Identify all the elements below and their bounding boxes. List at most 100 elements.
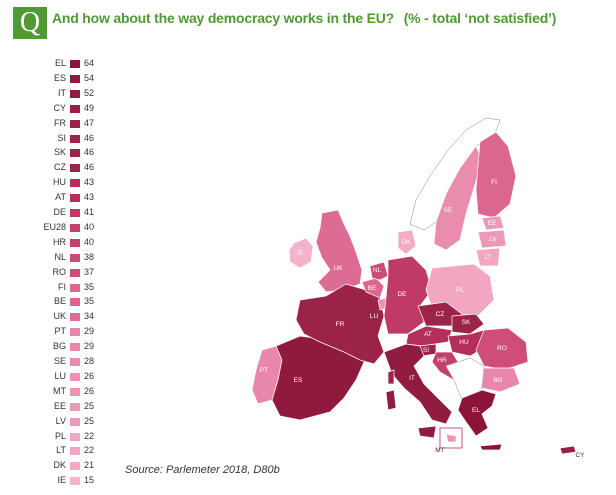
- legend-code: HU: [53, 177, 66, 188]
- legend-swatch: [70, 209, 80, 217]
- legend-code: NL: [54, 251, 66, 262]
- country-sk: [451, 313, 485, 335]
- legend-swatch: [70, 134, 80, 143]
- legend-code: RO: [52, 266, 67, 277]
- legend-swatch: [70, 387, 80, 396]
- legend-swatch: [70, 432, 80, 441]
- country-label-se: SE: [444, 207, 453, 214]
- legend-row-nl: NL 38: [30, 251, 120, 265]
- legend-swatch: [70, 194, 80, 203]
- legend-code: SK: [53, 147, 66, 158]
- legend-swatch: [70, 313, 80, 322]
- legend-value: 47: [84, 117, 95, 128]
- country-el: [457, 389, 497, 437]
- legend-row-cz: CZ 46: [30, 161, 120, 175]
- country-ee: [481, 215, 505, 231]
- legend-row-si: SI 46: [30, 132, 120, 146]
- legend-code: UK: [53, 311, 66, 322]
- country-label-ie: IE: [297, 250, 304, 257]
- legend-row-hu: HU 43: [30, 176, 120, 190]
- legend-row-cy: CY 49: [30, 102, 120, 116]
- country-it: [383, 343, 453, 425]
- country-lv: [477, 229, 507, 249]
- legend-code: MT: [53, 385, 66, 396]
- country-label-it: IT: [409, 375, 415, 382]
- legend-code: SE: [53, 356, 66, 366]
- legend-swatch: [70, 372, 80, 381]
- country-label-sk: SK: [462, 319, 471, 326]
- legend-code: PL: [54, 430, 66, 441]
- legend-value: 40: [84, 221, 95, 232]
- country-fr-corsica: [387, 369, 395, 385]
- legend-value: 22: [84, 445, 95, 456]
- legend-swatch: [70, 164, 80, 173]
- legend-swatch: [70, 298, 80, 307]
- legend-value: 43: [84, 177, 95, 188]
- legend-swatch: [70, 119, 80, 128]
- legend-code: AT: [55, 192, 66, 203]
- country-label-lv: LV: [489, 236, 497, 243]
- legend-value: 29: [84, 341, 95, 352]
- country-de: [383, 255, 433, 335]
- legend-value: 46: [84, 162, 95, 173]
- legend-swatch: [70, 268, 80, 277]
- map-title: And how about the way democracy works in…: [52, 10, 556, 26]
- country-cy: [559, 445, 577, 455]
- legend-value: 15: [84, 475, 95, 486]
- legend-code: CZ: [54, 162, 66, 173]
- country-label-hr: HR: [437, 357, 447, 364]
- legend-value: 21: [84, 460, 95, 471]
- legend-value: 41: [84, 207, 95, 217]
- legend-value: 22: [84, 430, 95, 441]
- legend-value: 46: [84, 132, 95, 143]
- country-label-dk: DK: [401, 239, 411, 246]
- country-label-cy: CY: [575, 452, 585, 459]
- legend-code: DK: [53, 460, 66, 471]
- legend-code: DE: [53, 207, 66, 217]
- legend-value: 26: [84, 385, 95, 396]
- legend-value: 28: [84, 356, 95, 366]
- legend-row-mt: MT 26: [30, 385, 120, 399]
- legend-row-bg: BG 29: [30, 340, 120, 354]
- legend-swatch: [70, 477, 80, 486]
- country-label-el: EL: [472, 407, 480, 414]
- country-ro: [475, 327, 529, 371]
- legend-swatch: [70, 149, 80, 158]
- country-label-be: BE: [368, 285, 377, 292]
- legend-value: 37: [84, 266, 95, 277]
- legend-value: 54: [84, 72, 95, 83]
- country-ie: [288, 237, 314, 269]
- legend-code: LU: [54, 370, 66, 381]
- legend-row-el: EL 64: [30, 57, 120, 71]
- legend-value: 40: [84, 236, 95, 247]
- legend-value: 34: [84, 311, 95, 322]
- country-label-de: DE: [397, 291, 407, 298]
- country-mt: [445, 433, 457, 443]
- legend-row-lu: LU 26: [30, 370, 120, 384]
- legend-row-pl: PL 22: [30, 430, 120, 444]
- legend-row-hr: HR 40: [30, 236, 120, 250]
- country-label-fi: FI: [491, 179, 497, 186]
- country-label-at: AT: [424, 331, 432, 338]
- legend-value: 49: [84, 102, 95, 113]
- legend-swatch: [70, 223, 80, 232]
- question-badge: Q: [13, 7, 47, 39]
- legend-swatch: [70, 358, 80, 366]
- legend-code: FI: [58, 281, 66, 292]
- country-label-si: SI: [423, 347, 429, 354]
- source-note: Source: Parlemeter 2018, D80b: [125, 464, 280, 476]
- legend-value: 35: [84, 296, 95, 307]
- country-balkans: [445, 357, 485, 401]
- legend-swatch: [70, 253, 80, 262]
- legend-row-es: ES 54: [30, 72, 120, 86]
- legend-row-dk: DK 21: [30, 459, 120, 473]
- legend-code: BG: [52, 341, 66, 352]
- legend-code: IT: [58, 87, 66, 98]
- country-label-ro: RO: [497, 345, 507, 352]
- legend-swatch: [70, 283, 80, 292]
- country-se: [433, 145, 483, 251]
- legend-value: 64: [84, 58, 95, 68]
- legend-value: 25: [84, 400, 95, 411]
- legend-row-lv: LV 25: [30, 415, 120, 429]
